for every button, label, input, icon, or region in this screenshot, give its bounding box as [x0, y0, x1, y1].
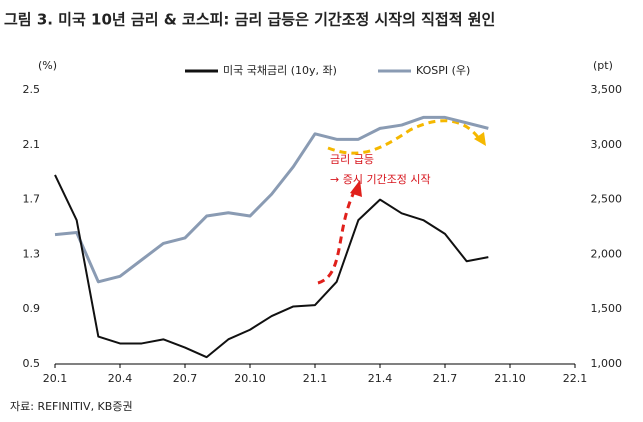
y2-tick-label: 1,000 [591, 357, 623, 370]
y-tick-label: 1.7 [23, 193, 41, 206]
legend-label: 미국 국채금리 (10y, 좌) [223, 64, 337, 77]
x-tick-label: 22.1 [563, 372, 588, 385]
annotation: → 증시 기간조정 시작 [330, 173, 431, 186]
y2-tick-label: 3,500 [591, 83, 623, 96]
x-tick-label: 20.1 [43, 372, 68, 385]
x-tick-label: 20.10 [234, 372, 266, 385]
y-tick-label: 1.3 [23, 247, 41, 260]
series-line [54, 174, 489, 359]
annotation: 금리 급등 [330, 153, 374, 166]
series-line [54, 115, 489, 284]
legend-label: KOSPI (우) [416, 64, 470, 77]
arrow [317, 189, 357, 285]
arrow-head [350, 180, 362, 197]
chart-title: 그림 3. 미국 10년 금리 & 코스피: 금리 급등은 기간조정 시작의 직… [4, 11, 495, 29]
source: 자료: REFINITIV, KB증권 [10, 400, 133, 413]
y-tick-label: 2.5 [23, 83, 41, 96]
x-tick-label: 21.10 [494, 372, 526, 385]
arrow [327, 119, 482, 155]
y-tick-label: 2.1 [23, 138, 41, 151]
y2-tick-label: 1,500 [591, 302, 623, 315]
x-tick-label: 21.4 [368, 372, 393, 385]
y-tick-label: 0.5 [23, 357, 41, 370]
y2-tick-label: 2,000 [591, 247, 623, 260]
y2-axis-label: (pt) [593, 59, 613, 72]
y2-tick-label: 3,000 [591, 138, 623, 151]
x-tick-label: 21.7 [433, 372, 458, 385]
y2-tick-label: 2,500 [591, 193, 623, 206]
y-tick-label: 0.9 [23, 302, 41, 315]
y-axis-label: (%) [38, 59, 57, 72]
arrow-head [474, 132, 486, 146]
x-tick-label: 20.7 [173, 372, 198, 385]
x-tick-label: 20.4 [108, 372, 133, 385]
x-tick-label: 21.1 [303, 372, 328, 385]
